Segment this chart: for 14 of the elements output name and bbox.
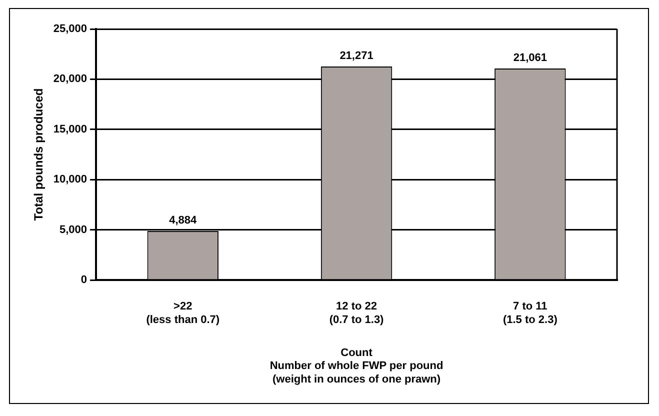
y-tick-label: 15,000	[53, 123, 88, 136]
data-label: 4,884	[169, 214, 198, 226]
x-tick-label: 12 to 22 (0.7 to 1.3)	[329, 300, 384, 326]
x-tick-label: 7 to 11 (1.5 to 2.3)	[502, 300, 558, 326]
y-tick-label: 10,000	[53, 174, 88, 186]
data-label: 21,061	[513, 52, 547, 64]
y-tick-label: 0	[80, 274, 88, 286]
y-tick-label: 5,000	[60, 224, 88, 236]
y-axis-title: Total pounds produced	[32, 88, 46, 221]
y-tick-label: 25,000	[53, 23, 88, 36]
x-tick-label: >22 (less than 0.7)	[146, 300, 220, 326]
x-axis-title: Count Number of whole FWP per pound (weight in ounces of one prawn)	[270, 347, 444, 386]
data-label: 21,271	[340, 50, 374, 62]
y-tick-label: 20,000	[53, 73, 88, 86]
